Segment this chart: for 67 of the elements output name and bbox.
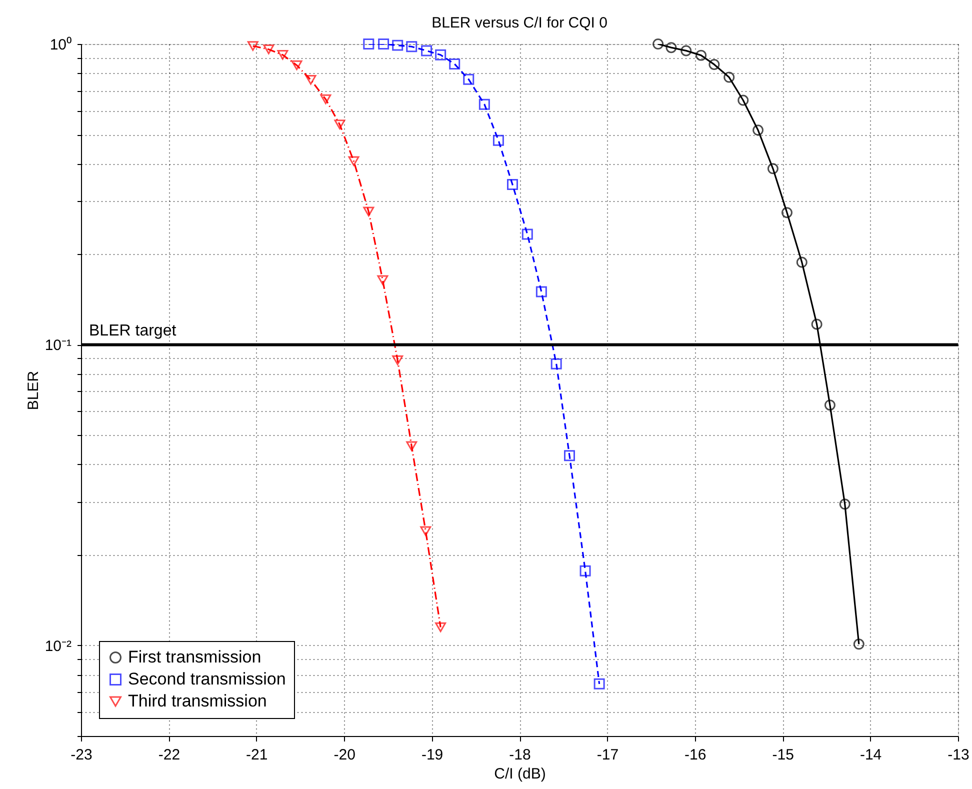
point [781, 207, 792, 218]
point [421, 45, 432, 56]
y-tick-label: 10⁰ [50, 36, 72, 54]
point [320, 94, 332, 104]
point [752, 124, 764, 136]
point [363, 38, 374, 50]
point [478, 98, 490, 110]
point [696, 50, 707, 61]
point [247, 41, 258, 51]
point [334, 120, 346, 130]
point [463, 74, 474, 85]
point [824, 400, 836, 411]
point [305, 74, 316, 85]
x-tick-label: -19 [421, 746, 444, 764]
point [348, 156, 360, 166]
point [392, 40, 404, 51]
x-tick-label: -18 [509, 746, 531, 764]
point [666, 42, 677, 54]
point [580, 565, 591, 576]
x-tick-label: -23 [70, 746, 92, 764]
point [435, 622, 446, 632]
point [796, 256, 808, 268]
x-tick-label: -21 [246, 746, 268, 764]
point [853, 638, 864, 650]
point [392, 355, 404, 366]
point [406, 441, 418, 452]
point [435, 49, 446, 60]
point [708, 58, 720, 70]
legend-label: First transmission [128, 648, 262, 666]
point [564, 450, 575, 462]
legend-label: Third transmission [128, 692, 267, 710]
point [522, 228, 533, 240]
x-tick-label: -15 [772, 746, 794, 764]
point [449, 58, 460, 70]
x-tick-label: -20 [334, 746, 356, 764]
point [738, 94, 749, 106]
point [506, 179, 518, 190]
chart-title: BLER versus C/I for CQI 0 [432, 14, 608, 32]
point [594, 678, 605, 690]
legend-label: Second transmission [128, 670, 286, 688]
point [652, 38, 664, 50]
point [277, 50, 288, 60]
y-tick-label: 10⁻¹ [44, 337, 72, 354]
x-tick-label: -14 [860, 746, 882, 764]
point [377, 275, 388, 285]
y-tick-label: 10⁻² [44, 638, 72, 655]
point [550, 358, 562, 370]
point [811, 318, 822, 330]
point [680, 45, 692, 56]
point [378, 38, 390, 50]
point [406, 41, 418, 52]
x-tick-label: -22 [158, 746, 180, 764]
point [767, 163, 778, 174]
point [839, 498, 850, 510]
x-tick-label: -16 [684, 746, 706, 764]
point [363, 206, 374, 217]
point [263, 44, 274, 54]
point [492, 134, 504, 146]
point [724, 72, 735, 83]
point [420, 526, 432, 536]
ref-line-label: BLER target [89, 322, 177, 340]
x-tick-label: -13 [948, 746, 970, 764]
point [536, 286, 547, 298]
x-tick-label: -17 [596, 746, 619, 764]
x-axis-title: C/I (dB) [494, 766, 546, 782]
point [291, 60, 302, 70]
y-axis-title: BLER [24, 370, 42, 410]
